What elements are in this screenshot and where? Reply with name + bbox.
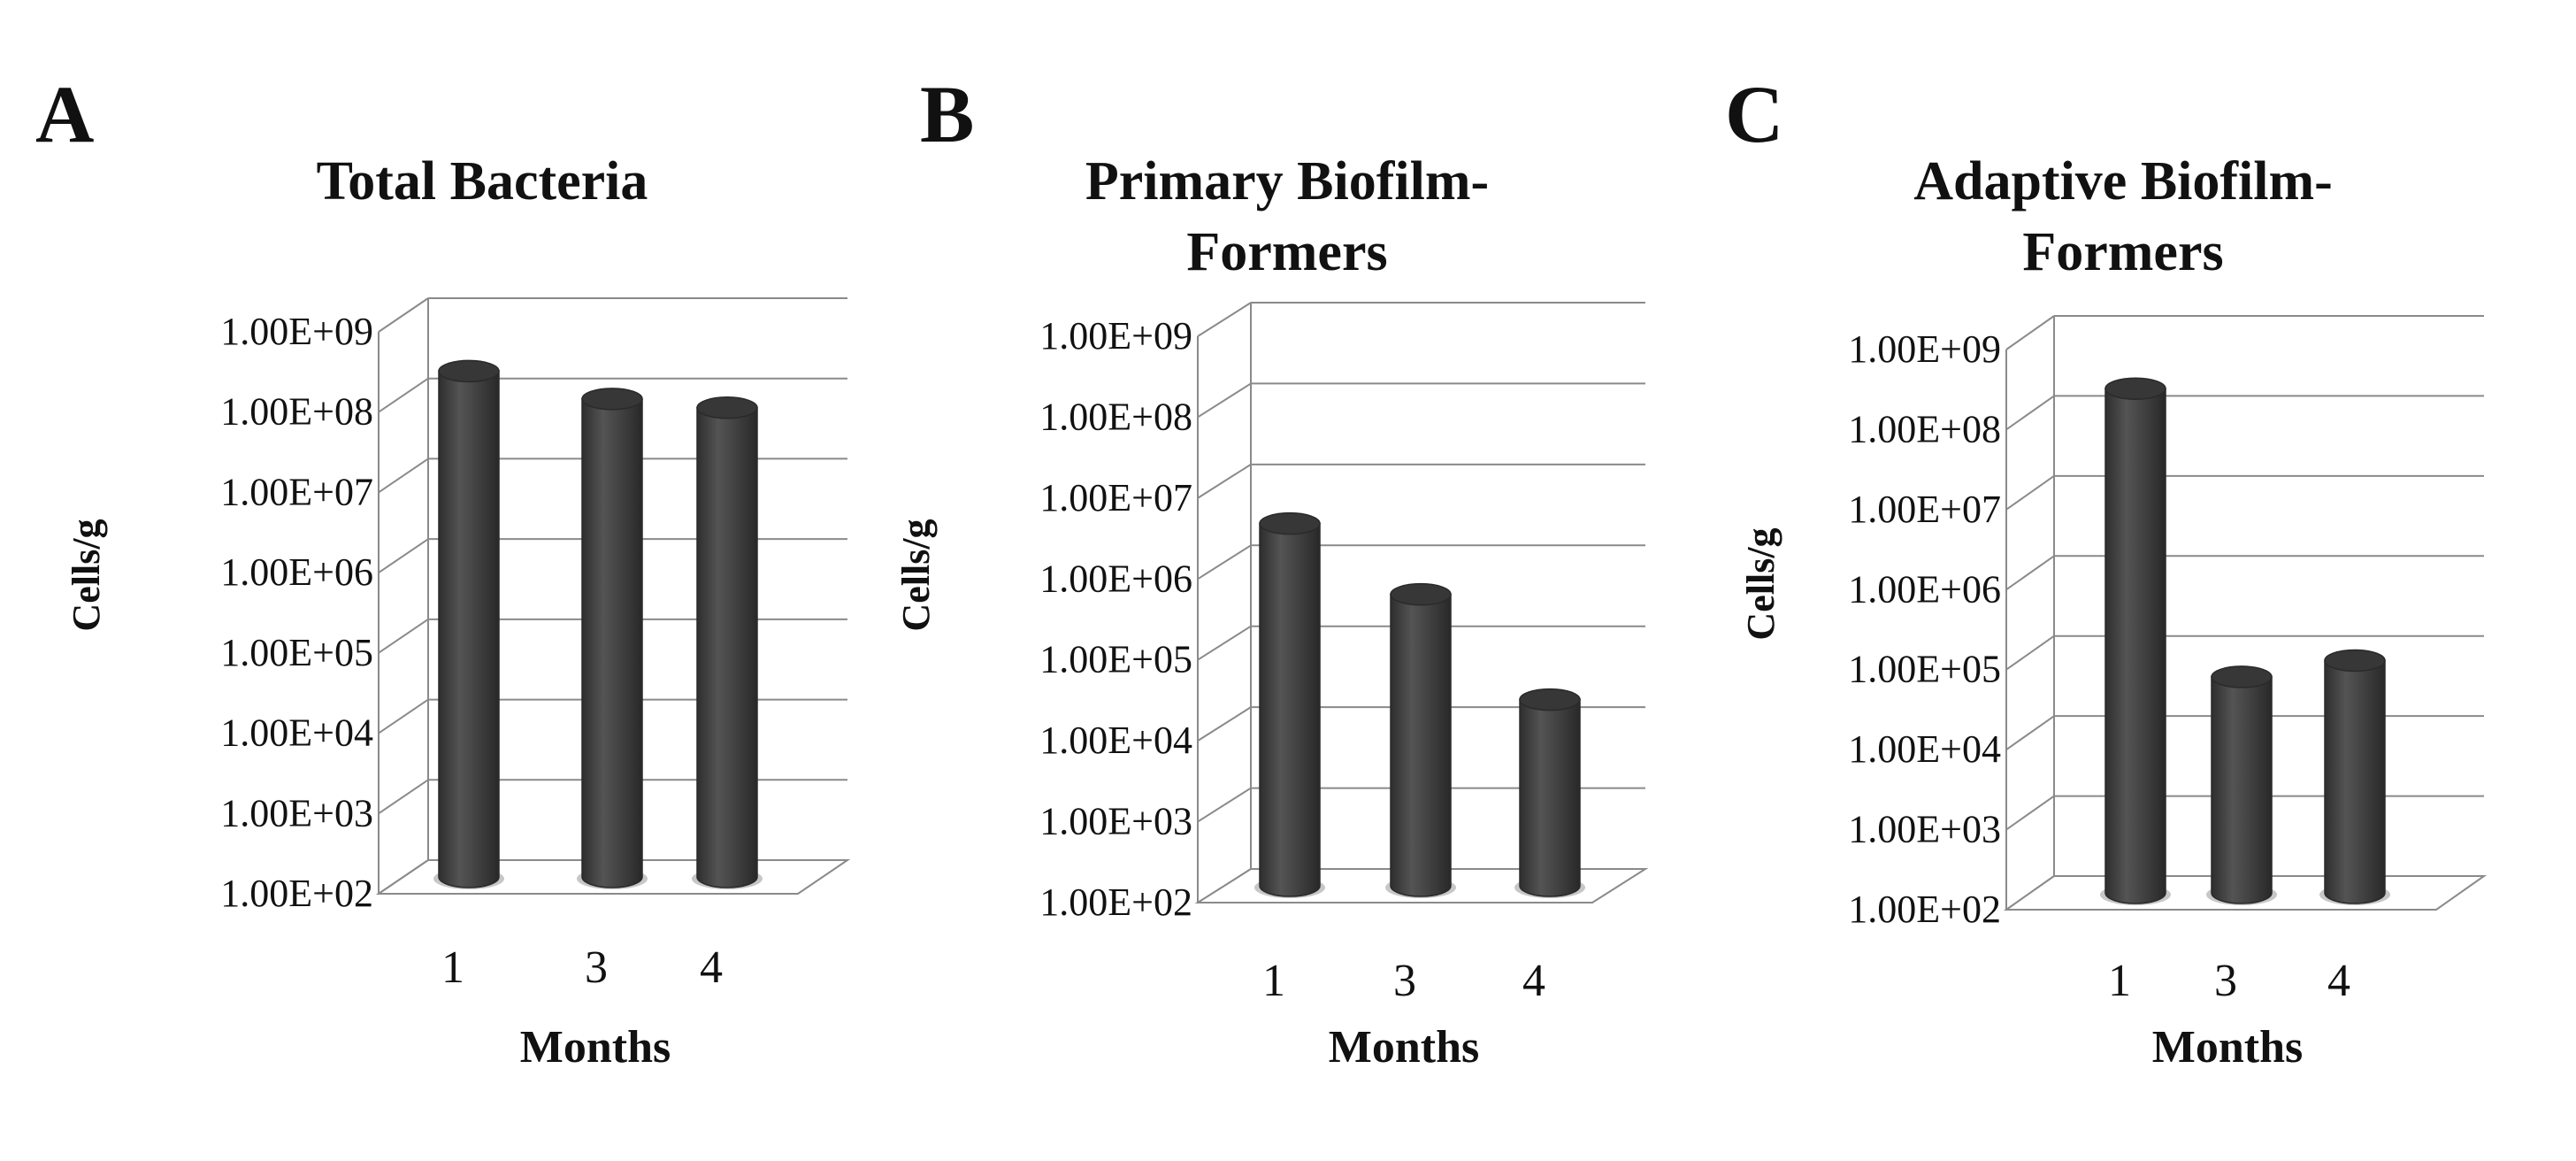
y-tick-label: 1.00E+02	[1039, 880, 1192, 924]
x-tick-label: 4	[2327, 956, 2350, 1006]
gridline-side	[378, 457, 429, 494]
gridline-side	[2005, 634, 2055, 671]
x-tick-label: 4	[700, 942, 723, 993]
chart-panel-b: B Primary Biofilm- Formers 1.00E+02 1.00E+03…	[894, 69, 1649, 1073]
gridline-side	[1197, 787, 1252, 823]
y-axis-label: Cells/g	[1739, 527, 1782, 640]
bar-top	[1519, 688, 1581, 711]
panel-letter: C	[1725, 69, 1783, 159]
chart-panel-a: A Total Bacteria 1.00E+02 1.00E+03 1.00E+04 1…	[35, 69, 851, 1073]
gridline-side	[378, 538, 429, 573]
y-tick-label: 1.00E+08	[1848, 407, 2001, 450]
gridline-side	[1197, 382, 1252, 419]
y-tick-label: 1.00E+07	[220, 470, 373, 513]
gridline-side	[1197, 625, 1252, 661]
x-tick-label: 3	[1393, 956, 1416, 1006]
gridline-side	[378, 779, 429, 815]
panel-letter: B	[920, 69, 974, 159]
x-tick-label: 3	[2214, 956, 2237, 1006]
gridline-side	[378, 377, 429, 413]
y-tick-label: 1.00E+04	[1848, 727, 2001, 771]
gridline-side	[2005, 715, 2055, 750]
gridline-side	[378, 619, 429, 654]
gridline-side	[2005, 555, 2055, 591]
bar-top	[696, 396, 758, 419]
y-tick-label: 1.00E+02	[220, 872, 373, 915]
gridline-side	[378, 297, 429, 333]
bar	[2324, 659, 2386, 904]
chart-title-line: Formers	[1186, 222, 1387, 282]
bar	[1390, 593, 1452, 897]
y-tick-label: 1.00E+03	[1848, 808, 2001, 851]
bar-top	[2324, 649, 2386, 673]
gridline-side	[1197, 302, 1252, 337]
y-tick-label: 1.00E+04	[220, 711, 373, 755]
gridline-side	[2005, 795, 2055, 831]
bar	[2104, 388, 2166, 904]
bar	[1259, 522, 1321, 897]
bar-top	[581, 388, 643, 411]
x-axis-label: Months	[520, 1022, 671, 1073]
y-tick-label: 1.00E+09	[220, 310, 373, 353]
y-tick-label: 1.00E+06	[220, 550, 373, 594]
x-axis-label: Months	[2152, 1022, 2303, 1073]
x-tick-label: 1	[441, 942, 464, 993]
bar-top	[1259, 511, 1321, 535]
gridline-side	[1197, 464, 1252, 499]
gridline-side	[2005, 315, 2055, 350]
gridline-side	[2005, 475, 2055, 511]
gridline-side	[1197, 544, 1252, 580]
y-tick-label: 1.00E+05	[1039, 638, 1192, 681]
y-tick-label: 1.00E+05	[220, 631, 373, 674]
x-axis-label: Months	[1329, 1022, 1479, 1073]
chart-title: Total Bacteria	[317, 151, 648, 211]
bar-top	[438, 359, 500, 383]
y-tick-label: 1.00E+04	[1039, 719, 1192, 762]
bar	[438, 370, 500, 888]
chart-title-line: Formers	[2022, 222, 2223, 282]
chart-title-line: Total Bacteria	[317, 151, 648, 211]
panel-letter: A	[35, 69, 94, 159]
bar	[581, 398, 643, 888]
y-tick-label: 1.00E+08	[220, 390, 373, 434]
bar	[1519, 698, 1581, 897]
y-tick-label: 1.00E+08	[1039, 395, 1192, 438]
x-tick-label: 1	[1262, 956, 1285, 1006]
chart-title: Adaptive Biofilm- Formers	[1913, 151, 2333, 282]
chart-panel-c: C Adaptive Biofilm- Formers 1.00E+02 1.00E+0…	[1725, 69, 2488, 1073]
chart-title: Primary Biofilm- Formers	[1085, 151, 1489, 282]
bar-top	[2211, 665, 2273, 688]
chart-title-line: Adaptive Biofilm-	[1913, 151, 2333, 211]
gridline-side	[1197, 706, 1252, 742]
y-tick-label: 1.00E+03	[1039, 800, 1192, 843]
y-axis-label: Cells/g	[65, 519, 108, 631]
y-tick-label: 1.00E+09	[1848, 327, 2001, 371]
bar	[2211, 676, 2273, 904]
y-tick-label: 1.00E+06	[1848, 567, 2001, 611]
y-axis-label: Cells/g	[894, 519, 938, 631]
y-tick-label: 1.00E+05	[1848, 648, 2001, 691]
x-tick-label: 1	[2108, 956, 2131, 1006]
bar-top	[2104, 377, 2166, 400]
y-tick-label: 1.00E+06	[1039, 557, 1192, 600]
y-tick-label: 1.00E+07	[1848, 488, 2001, 531]
chart-title-line: Primary Biofilm-	[1085, 151, 1489, 211]
x-tick-label: 3	[585, 942, 608, 993]
bar	[696, 407, 758, 888]
gridline-side	[2005, 395, 2055, 431]
y-tick-label: 1.00E+02	[1848, 888, 2001, 931]
y-tick-label: 1.00E+07	[1039, 476, 1192, 519]
gridline-side	[378, 698, 429, 734]
bar-top	[1390, 582, 1452, 606]
x-tick-label: 4	[1522, 956, 1545, 1006]
y-tick-label: 1.00E+09	[1039, 314, 1192, 358]
y-tick-label: 1.00E+03	[220, 791, 373, 834]
